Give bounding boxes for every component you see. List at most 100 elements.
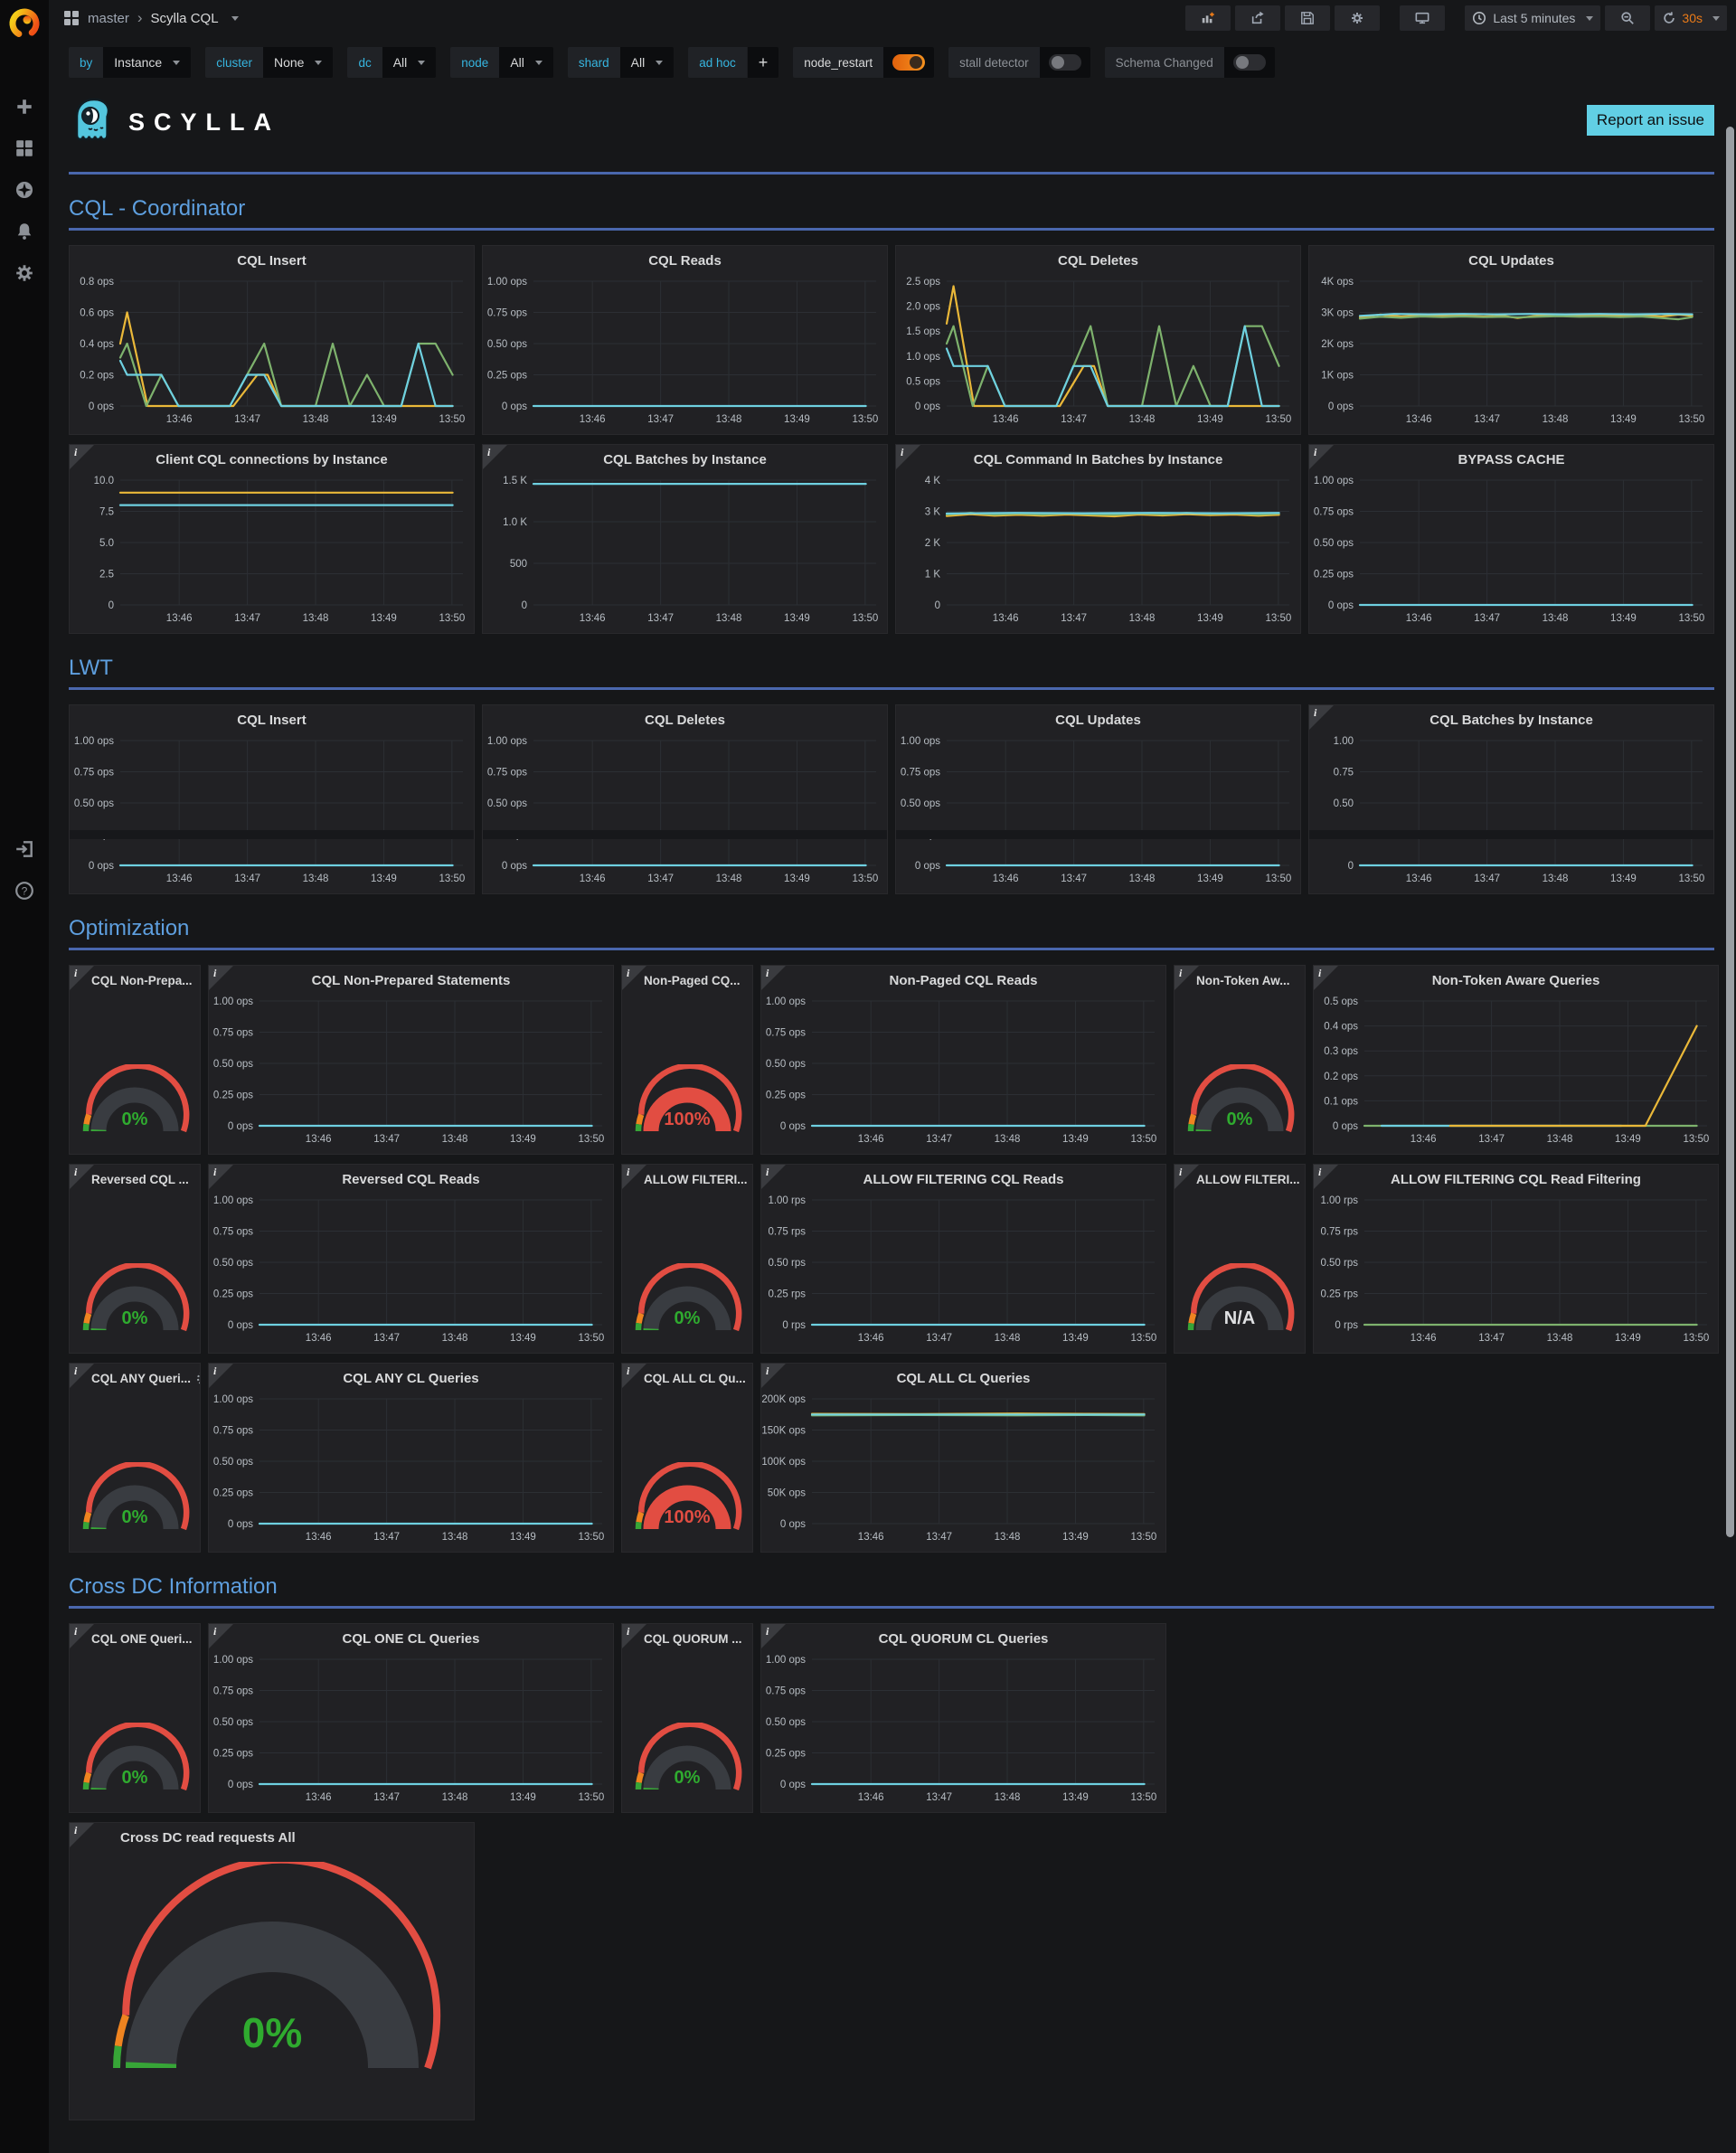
help-icon[interactable]: ? bbox=[14, 881, 34, 901]
panel-title[interactable]: Reversed CQL Reads bbox=[342, 1171, 480, 1187]
panel-info-icon[interactable]: i bbox=[622, 966, 646, 990]
panel-title[interactable]: CQL QUORUM CL Queries bbox=[878, 1630, 1049, 1647]
time-series-chart[interactable]: 0.8 ops 0.6 ops 0.4 ops 0.2 ops 0 ops 13:46 13… bbox=[70, 272, 474, 435]
panel-title[interactable]: CQL Updates bbox=[1468, 252, 1554, 269]
time-series-chart[interactable]: 4 K 3 K 2 K 1 K 0 13:46 13:47 13:48 13:49 13:50 bbox=[896, 471, 1300, 634]
panel-title[interactable]: CQL ALL CL Queries bbox=[896, 1370, 1031, 1386]
variable-shard[interactable]: shard All bbox=[567, 47, 675, 78]
time-series-chart[interactable]: 1.000.750.500.25013:4613:4713:4813:4913:… bbox=[1309, 732, 1713, 894]
variable-value[interactable]: All bbox=[619, 47, 675, 78]
panel-title[interactable]: CQL Updates bbox=[1055, 712, 1141, 728]
panel-title[interactable]: CQL Deletes bbox=[645, 712, 725, 728]
sign-in-icon[interactable] bbox=[14, 839, 34, 859]
refresh-picker[interactable]: 30s bbox=[1655, 5, 1727, 31]
breadcrumb-dashboard-title[interactable]: Scylla CQL bbox=[150, 10, 219, 26]
toggle-node-restart[interactable]: node_restart bbox=[793, 47, 935, 78]
panel-info-icon[interactable]: i bbox=[70, 1364, 94, 1388]
section-title[interactable]: Cross DC Information bbox=[69, 1574, 278, 1599]
panel-title[interactable]: CQL ONE CL Queries bbox=[342, 1630, 480, 1647]
panel-info-icon[interactable]: i bbox=[70, 966, 94, 990]
adhoc-add-button[interactable]: + bbox=[746, 47, 779, 78]
panel-title[interactable]: CQL Batches by Instance bbox=[603, 451, 767, 467]
add-panel-button[interactable] bbox=[1185, 5, 1231, 31]
panel-title[interactable]: BYPASS CACHE bbox=[1458, 451, 1565, 467]
panel-title[interactable]: Cross DC read requests All bbox=[120, 1829, 296, 1846]
toggle-schema-changed[interactable]: Schema Changed bbox=[1104, 47, 1275, 78]
toggle-stall-detector[interactable]: stall detector bbox=[948, 47, 1090, 78]
panel-info-icon[interactable]: i bbox=[70, 1823, 94, 1847]
section-title[interactable]: CQL - Coordinator bbox=[69, 196, 246, 221]
variable-value[interactable]: Instance bbox=[103, 47, 192, 78]
section-title[interactable]: Optimization bbox=[69, 916, 190, 940]
section-title[interactable]: LWT bbox=[69, 656, 113, 680]
panel-title[interactable]: Non-Paged CQ... bbox=[644, 973, 741, 987]
panel-info-icon[interactable]: i bbox=[1175, 1165, 1199, 1189]
toggle-switch[interactable] bbox=[1048, 54, 1081, 71]
variable-cluster[interactable]: cluster None bbox=[205, 47, 334, 78]
scrollbar-thumb[interactable] bbox=[1726, 127, 1734, 1537]
toggle-switch[interactable] bbox=[892, 54, 926, 71]
panel-title[interactable]: ALLOW FILTERING CQL Reads bbox=[863, 1171, 1064, 1187]
time-series-chart[interactable]: 0.5 ops 0.4 ops 0.3 ops 0.2 ops 0.1 ops 0 ops… bbox=[1314, 992, 1718, 1155]
save-button[interactable] bbox=[1285, 5, 1331, 31]
adhoc-filter[interactable]: ad hoc + bbox=[688, 47, 779, 78]
chevron-down-icon[interactable] bbox=[231, 15, 239, 21]
panel-title[interactable]: CQL Deletes bbox=[1058, 252, 1138, 269]
panel-title[interactable]: CQL Non-Prepa... bbox=[91, 973, 193, 987]
panel-title[interactable]: CQL Insert bbox=[237, 252, 307, 269]
dashboard-settings-button[interactable] bbox=[1335, 5, 1381, 31]
explore-compass-icon[interactable] bbox=[14, 180, 34, 200]
time-series-chart[interactable]: 4K ops 3K ops 2K ops 1K ops 0 ops 13:46 13:47 1… bbox=[1309, 272, 1713, 435]
dashboard-grid-icon[interactable] bbox=[63, 10, 80, 26]
panel-title[interactable]: CQL ONE Queri... bbox=[91, 1631, 193, 1646]
time-range-picker[interactable]: Last 5 minutes bbox=[1465, 5, 1601, 31]
panel-title[interactable]: CQL QUORUM ... bbox=[644, 1631, 742, 1646]
panel-title[interactable]: CQL Command In Batches by Instance bbox=[973, 451, 1223, 467]
panel-title[interactable]: Non-Token Aware Queries bbox=[1431, 972, 1600, 988]
breadcrumb-folder[interactable]: master bbox=[88, 10, 129, 26]
variable-node[interactable]: node All bbox=[450, 47, 553, 78]
tv-kiosk-button[interactable] bbox=[1400, 5, 1446, 31]
panel-title[interactable]: CQL ANY Queri... bbox=[91, 1366, 200, 1390]
panel-title[interactable]: CQL Insert bbox=[237, 712, 307, 728]
panel-title[interactable]: Non-Paged CQL Reads bbox=[889, 972, 1038, 988]
time-series-chart[interactable]: 1.5 K 1.0 K 500 0 13:46 13:47 13:48 13:49 13:50 bbox=[483, 471, 887, 634]
time-series-chart[interactable]: 10.0 7.5 5.0 2.5 0 13:46 13:47 13:48 13:49 13:50 bbox=[70, 471, 474, 634]
panel-title[interactable]: Non-Token Aw... bbox=[1196, 973, 1290, 987]
variable-by[interactable]: by Instance bbox=[69, 47, 192, 78]
panel-info-icon[interactable]: i bbox=[622, 1165, 646, 1189]
panel-info-icon[interactable]: i bbox=[622, 1364, 646, 1388]
panel-info-icon[interactable]: i bbox=[1175, 966, 1199, 990]
alerting-bell-icon[interactable] bbox=[14, 222, 34, 241]
variable-value[interactable]: All bbox=[499, 47, 553, 78]
panel-title[interactable]: ALLOW FILTERING CQL Read Filtering bbox=[1391, 1171, 1641, 1187]
create-plus-icon[interactable] bbox=[14, 97, 34, 117]
report-issue-button[interactable]: Report an issue bbox=[1586, 105, 1714, 136]
time-series-chart[interactable]: 200K ops 150K ops 100K ops 50K ops 0 ops 13:4… bbox=[761, 1390, 1165, 1553]
panel-title[interactable]: CQL ANY CL Queries bbox=[343, 1370, 479, 1386]
panel-title[interactable]: Reversed CQL ... bbox=[91, 1172, 189, 1186]
configuration-gear-icon[interactable] bbox=[14, 263, 34, 283]
variable-dc[interactable]: dc All bbox=[347, 47, 437, 78]
share-button[interactable] bbox=[1235, 5, 1281, 31]
panel-title[interactable]: CQL ALL CL Qu... bbox=[644, 1366, 752, 1390]
panel-info-icon[interactable]: i bbox=[70, 1165, 94, 1189]
variable-value[interactable]: All bbox=[382, 47, 437, 78]
panel-title[interactable]: ALLOW FILTERI... bbox=[644, 1172, 748, 1186]
panel-title[interactable]: CQL Non-Prepared Statements bbox=[311, 972, 511, 988]
grafana-logo-icon[interactable] bbox=[7, 6, 42, 41]
time-series-chart[interactable]: 2.5 ops 2.0 ops 1.5 ops 1.0 ops 0.5 ops 0 ops… bbox=[896, 272, 1300, 435]
time-series-chart[interactable]: 1.00 rps 0.75 rps 0.50 rps 0.25 rps 0 rps 13:… bbox=[1314, 1191, 1718, 1354]
panel-info-icon[interactable]: i bbox=[622, 1624, 646, 1648]
zoom-out-button[interactable] bbox=[1605, 5, 1651, 31]
